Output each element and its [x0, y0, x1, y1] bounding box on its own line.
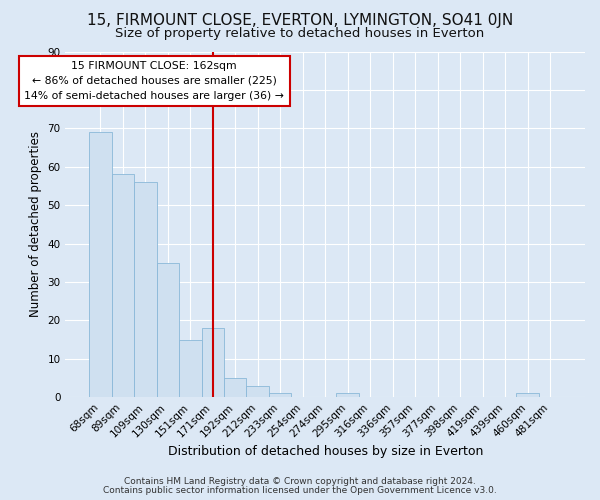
Text: 15 FIRMOUNT CLOSE: 162sqm
← 86% of detached houses are smaller (225)
14% of semi: 15 FIRMOUNT CLOSE: 162sqm ← 86% of detac…	[25, 61, 284, 100]
Bar	[157, 263, 179, 397]
Bar	[112, 174, 134, 397]
X-axis label: Distribution of detached houses by size in Everton: Distribution of detached houses by size …	[167, 444, 483, 458]
Bar	[89, 132, 112, 397]
Bar	[179, 340, 202, 397]
Text: Size of property relative to detached houses in Everton: Size of property relative to detached ho…	[115, 28, 485, 40]
Y-axis label: Number of detached properties: Number of detached properties	[29, 132, 42, 318]
Bar	[224, 378, 247, 397]
Bar	[269, 394, 292, 397]
Text: 15, FIRMOUNT CLOSE, EVERTON, LYMINGTON, SO41 0JN: 15, FIRMOUNT CLOSE, EVERTON, LYMINGTON, …	[87, 12, 513, 28]
Bar	[134, 182, 157, 397]
Text: Contains public sector information licensed under the Open Government Licence v3: Contains public sector information licen…	[103, 486, 497, 495]
Bar	[202, 328, 224, 397]
Text: Contains HM Land Registry data © Crown copyright and database right 2024.: Contains HM Land Registry data © Crown c…	[124, 477, 476, 486]
Bar	[337, 394, 359, 397]
Bar	[517, 394, 539, 397]
Bar	[247, 386, 269, 397]
